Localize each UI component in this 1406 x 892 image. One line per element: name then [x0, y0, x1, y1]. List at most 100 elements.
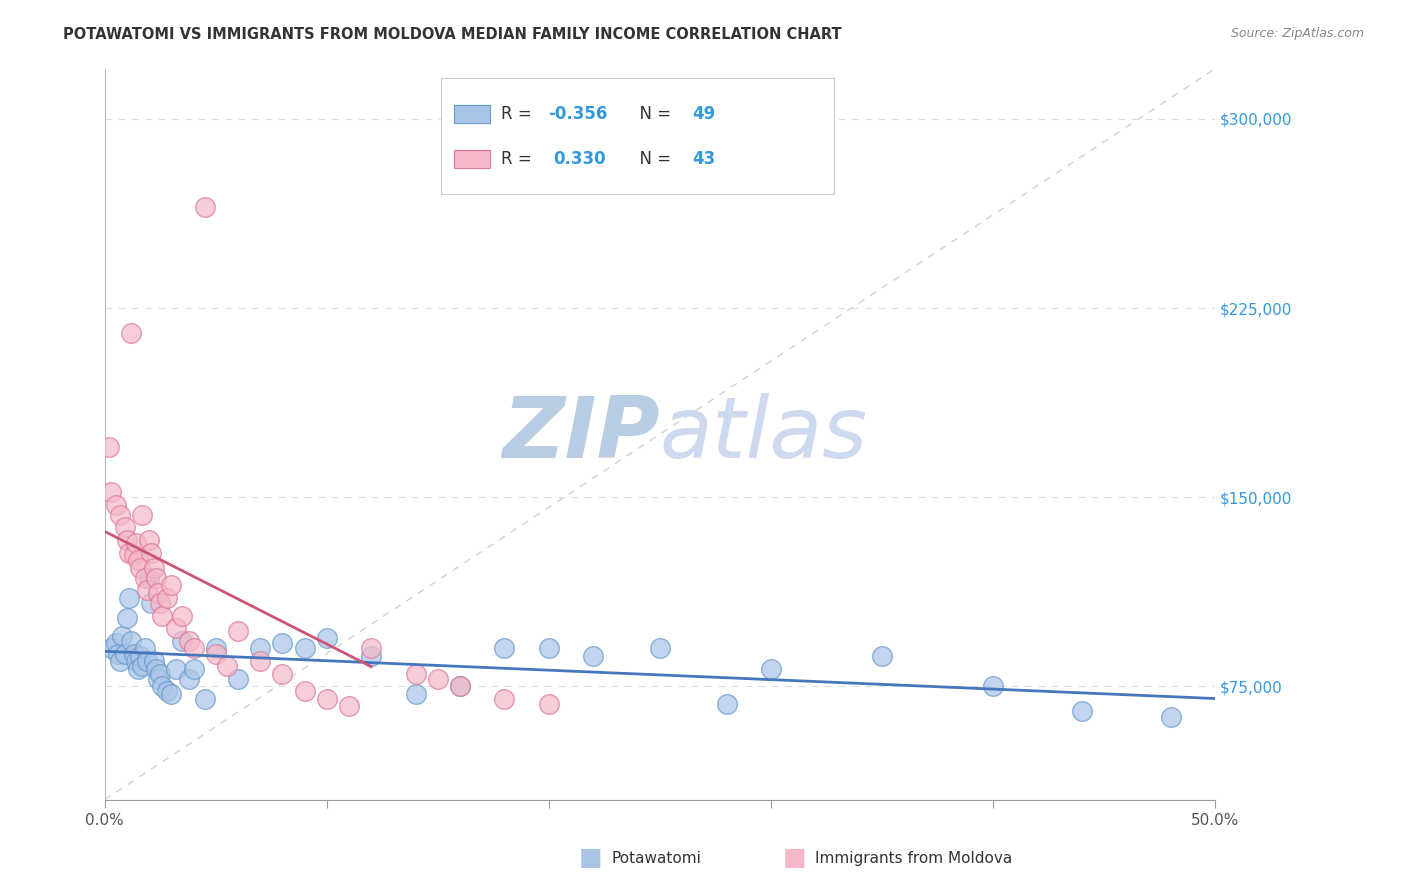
- Point: [315, 632, 337, 646]
- Point: [125, 654, 148, 668]
- Point: [156, 684, 179, 698]
- Point: [149, 596, 172, 610]
- Text: 43: 43: [692, 151, 716, 169]
- Point: [1160, 709, 1182, 723]
- Point: [146, 672, 169, 686]
- Point: [172, 633, 194, 648]
- Point: [114, 647, 136, 661]
- Point: [172, 608, 194, 623]
- Point: [194, 692, 217, 706]
- Point: [177, 633, 200, 648]
- Text: 49: 49: [692, 105, 716, 123]
- Point: [271, 636, 294, 650]
- Point: [134, 641, 156, 656]
- Point: [110, 654, 132, 668]
- Point: [127, 553, 149, 567]
- Point: [294, 641, 316, 656]
- Point: [142, 654, 165, 668]
- Point: [405, 687, 427, 701]
- Text: R =: R =: [501, 151, 537, 169]
- Point: [160, 687, 183, 701]
- Text: R =: R =: [501, 105, 537, 123]
- Point: [204, 641, 226, 656]
- Point: [118, 546, 141, 560]
- Point: [152, 608, 174, 623]
- Point: [204, 647, 226, 661]
- Point: [537, 697, 560, 711]
- Point: [149, 666, 172, 681]
- Point: [120, 633, 142, 648]
- Point: [165, 662, 187, 676]
- Point: [122, 647, 145, 661]
- Point: [146, 586, 169, 600]
- Point: [135, 654, 157, 668]
- Bar: [454, 150, 491, 169]
- Point: [131, 659, 153, 673]
- Point: [110, 508, 132, 522]
- Point: [156, 591, 179, 605]
- Point: [494, 641, 516, 656]
- Point: [134, 571, 156, 585]
- FancyBboxPatch shape: [441, 78, 834, 194]
- Point: [120, 326, 142, 341]
- Point: [449, 679, 471, 693]
- Point: [249, 654, 271, 668]
- Point: [104, 636, 127, 650]
- Point: [145, 571, 167, 585]
- Point: [127, 662, 149, 676]
- Point: [426, 672, 449, 686]
- Text: N =: N =: [628, 151, 676, 169]
- Point: [537, 641, 560, 656]
- Point: [183, 641, 205, 656]
- Point: [141, 596, 163, 610]
- Point: [142, 561, 165, 575]
- Point: [138, 533, 160, 547]
- Point: [271, 666, 294, 681]
- Point: [122, 548, 145, 562]
- Point: [135, 583, 157, 598]
- Point: [114, 520, 136, 534]
- Point: [183, 662, 205, 676]
- Point: [104, 498, 127, 512]
- Point: [582, 648, 605, 663]
- Point: [215, 659, 238, 673]
- Point: [716, 697, 738, 711]
- Point: [405, 666, 427, 681]
- Point: [129, 648, 152, 663]
- Point: [152, 679, 174, 693]
- Text: ■: ■: [783, 847, 806, 870]
- Text: Immigrants from Moldova: Immigrants from Moldova: [815, 851, 1012, 865]
- Text: ■: ■: [579, 847, 602, 870]
- Bar: [454, 105, 491, 123]
- Point: [226, 624, 249, 638]
- Point: [360, 641, 382, 656]
- Point: [129, 561, 152, 575]
- Point: [160, 578, 183, 592]
- Point: [1071, 705, 1094, 719]
- Point: [115, 611, 138, 625]
- Point: [981, 679, 1004, 693]
- Point: [107, 647, 129, 661]
- Point: [315, 692, 337, 706]
- Point: [145, 662, 167, 676]
- Point: [337, 699, 360, 714]
- Text: N =: N =: [628, 105, 676, 123]
- Point: [870, 648, 893, 663]
- Point: [249, 641, 271, 656]
- Point: [177, 672, 200, 686]
- Point: [131, 508, 153, 522]
- Point: [141, 546, 163, 560]
- Point: [759, 662, 782, 676]
- Text: POTAWATOMI VS IMMIGRANTS FROM MOLDOVA MEDIAN FAMILY INCOME CORRELATION CHART: POTAWATOMI VS IMMIGRANTS FROM MOLDOVA ME…: [63, 27, 842, 42]
- Point: [648, 641, 671, 656]
- Point: [100, 641, 122, 656]
- Point: [98, 440, 121, 454]
- Point: [111, 629, 134, 643]
- Point: [165, 621, 187, 635]
- Text: Source: ZipAtlas.com: Source: ZipAtlas.com: [1230, 27, 1364, 40]
- Point: [226, 672, 249, 686]
- Text: 0.330: 0.330: [554, 151, 606, 169]
- Text: Potawatomi: Potawatomi: [612, 851, 702, 865]
- Point: [449, 679, 471, 693]
- Point: [294, 684, 316, 698]
